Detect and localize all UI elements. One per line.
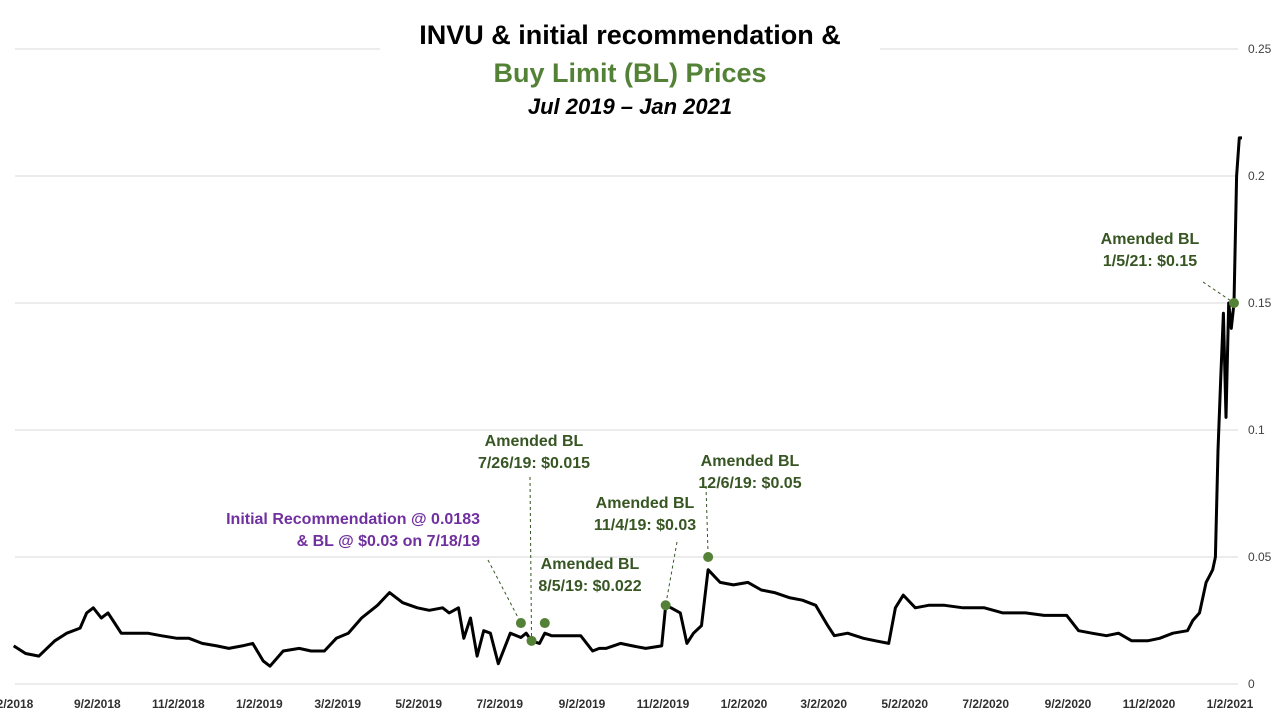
chart-title-block: INVU & initial recommendation & Buy Limi… <box>380 8 880 128</box>
annotation-label: Amended BL <box>485 433 584 450</box>
x-tick-label: 7/2/2019 <box>476 697 523 711</box>
annotation-marker <box>526 635 537 646</box>
annotations: Initial Recommendation @ 0.0183 & BL @ $0… <box>226 231 1239 646</box>
chart-title: INVU & initial recommendation & <box>419 20 841 50</box>
x-tick-label: 5/2/2020 <box>881 697 928 711</box>
annotation-marker <box>515 618 526 629</box>
x-tick-label: 3/2/2020 <box>800 697 847 711</box>
annotation-label: Amended BL <box>701 453 800 470</box>
annotation-label: Amended BL <box>596 495 695 512</box>
x-tick-label: 9/2/2020 <box>1045 697 1092 711</box>
annotation-leader <box>529 476 533 641</box>
annotation-label: 1/5/21: $0.15 <box>1103 253 1197 270</box>
annotation-label: & BL @ $0.03 on 7/18/19 <box>297 533 480 550</box>
x-tick-label: 11/2/2018 <box>152 697 205 711</box>
annotation-label: Amended BL <box>1101 231 1200 248</box>
x-tick-label: 1/2/2021 <box>1207 697 1254 711</box>
annotation-label: Initial Recommendation @ 0.0183 <box>226 511 480 528</box>
y-tick-label: 0.1 <box>1248 423 1265 437</box>
annotation-leader <box>1202 281 1235 304</box>
x-tick-label: 9/2/2018 <box>74 697 121 711</box>
annotation-label: 8/5/19: $0.022 <box>538 578 641 595</box>
annotation: Amended BL 7/26/19: $0.015 <box>478 433 590 646</box>
annotation-label: Amended BL <box>541 556 640 573</box>
annotation: Amended BL 1/5/21: $0.15 <box>1101 231 1239 308</box>
y-tick-label: 0.25 <box>1248 42 1272 56</box>
annotation-marker <box>703 552 714 562</box>
y-tick-label: 0.15 <box>1248 296 1272 310</box>
annotation-leader <box>705 485 709 558</box>
annotation-label: 7/26/19: $0.015 <box>478 455 590 472</box>
chart-subtitle: Jul 2019 – Jan 2021 <box>527 94 733 119</box>
annotation: Initial Recommendation @ 0.0183 & BL @ $0… <box>226 511 526 629</box>
y-tick-label: 0 <box>1248 677 1255 691</box>
x-tick-label: 11/2/2019 <box>637 697 690 711</box>
annotation-leader <box>487 559 522 624</box>
y-axis-tick-labels: 0 0.05 0.1 0.15 0.2 0.25 <box>1248 42 1272 691</box>
chart-title-bl: Buy Limit (BL) Prices <box>493 58 767 88</box>
y-tick-label: 0.2 <box>1248 169 1265 183</box>
annotation-marker <box>660 600 671 611</box>
annotation-label: 11/4/19: $0.03 <box>594 517 696 534</box>
annotation-marker <box>1228 298 1239 308</box>
x-tick-label: 7/2/2020 <box>962 697 1009 711</box>
annotation: Amended BL 11/4/19: $0.03 <box>594 495 696 611</box>
x-tick-label: 11/2/2020 <box>1123 697 1176 711</box>
x-tick-label: 1/2/2020 <box>721 697 768 711</box>
annotation-leader <box>665 541 678 606</box>
annotation-label: 12/6/19: $0.05 <box>698 475 801 492</box>
x-axis-tick-labels: 2/2018 9/2/2018 11/2/2018 1/2/2019 3/2/2019 5… <box>0 697 1254 711</box>
annotation: Amended BL 12/6/19: $0.05 <box>698 453 802 562</box>
y-tick-label: 0.05 <box>1248 550 1272 564</box>
x-tick-label: 3/2/2019 <box>314 697 361 711</box>
price-series <box>12 136 1242 668</box>
series-line <box>12 136 1242 668</box>
x-tick-label: 9/2/2019 <box>559 697 606 711</box>
x-tick-label: 2/2018 <box>0 697 34 711</box>
x-tick-label: 1/2/2019 <box>236 697 283 711</box>
x-tick-label: 5/2/2019 <box>395 697 442 711</box>
annotation-marker <box>539 618 550 629</box>
annotation: Amended BL 8/5/19: $0.022 <box>538 556 642 629</box>
